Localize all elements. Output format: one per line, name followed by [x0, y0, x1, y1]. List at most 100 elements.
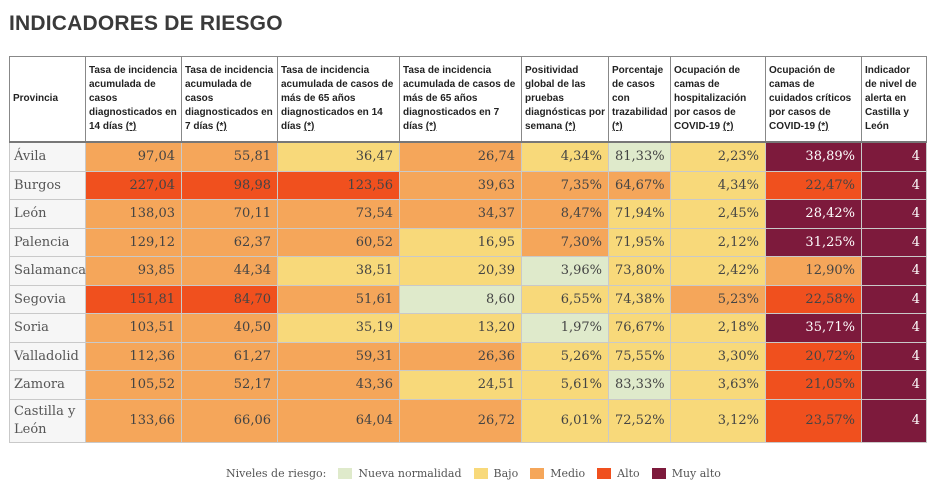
footnote-link[interactable]: (*)	[612, 121, 623, 132]
indicator-cell: 2,45%	[670, 199, 766, 229]
indicator-cell: 34,37	[399, 199, 522, 229]
indicator-cell: 55,81	[181, 141, 278, 172]
indicator-cell: 60,52	[277, 227, 400, 257]
indicator-cell: 20,72%	[765, 341, 862, 371]
indicator-cell: 66,06	[181, 398, 278, 443]
indicator-cell: 7,30%	[521, 227, 609, 257]
indicator-cell: 70,11	[181, 199, 278, 229]
risk-indicators-table: Provincia Tasa de incidencia acumulada de…	[9, 56, 927, 443]
column-header-4: Tasa de incidencia acumulada de casos de…	[399, 56, 522, 143]
indicator-cell: 26,74	[399, 141, 522, 172]
indicator-cell: 151,81	[85, 284, 182, 314]
province-name: Castilla y León	[9, 398, 86, 443]
legend-swatch	[597, 468, 612, 479]
indicator-cell: 97,04	[85, 141, 182, 172]
indicator-cell: 3,96%	[521, 256, 609, 286]
indicator-cell: 72,52%	[608, 398, 671, 443]
column-header-8: Ocupación de camas de cuidados críticos …	[765, 56, 862, 143]
indicator-cell: 93,85	[85, 256, 182, 286]
indicator-cell: 3,63%	[670, 370, 766, 400]
column-header-9: Indicador de nivel de alerta en Castilla…	[861, 56, 927, 143]
footnote-link[interactable]: (*)	[722, 121, 734, 132]
indicator-cell: 2,42%	[670, 256, 766, 286]
risk-legend: Niveles de riesgo: Nueva normalidad Bajo M…	[226, 467, 721, 480]
province-name: Burgos	[9, 170, 86, 200]
indicator-cell: 105,52	[85, 370, 182, 400]
legend-label: Niveles de riesgo:	[226, 467, 327, 480]
column-header-label: Indicador de nivel de alerta en Castilla…	[865, 65, 917, 132]
indicator-cell: 6,55%	[521, 284, 609, 314]
indicator-cell: 5,23%	[670, 284, 766, 314]
indicator-cell: 73,54	[277, 199, 400, 229]
column-header-2: Tasa de incidencia acumulada de casos di…	[181, 56, 278, 143]
indicator-cell: 12,90%	[765, 256, 862, 286]
legend-swatch	[530, 468, 545, 479]
footnote-link[interactable]: (*)	[425, 121, 437, 132]
table-row: Soria 103,51 40,50 35,19 13,20 1,97% 76,67% 2,1…	[9, 313, 927, 343]
footnote-link[interactable]: (*)	[216, 121, 227, 132]
indicator-cell: 64,67%	[608, 170, 671, 200]
indicator-cell: 133,66	[85, 398, 182, 443]
indicator-cell: 21,05%	[765, 370, 862, 400]
footnote-link[interactable]: (*)	[565, 121, 576, 132]
indicator-cell: 3,30%	[670, 341, 766, 371]
indicator-cell: 81,33%	[608, 141, 671, 172]
column-header-label: Tasa de incidencia acumulada de casos di…	[89, 65, 178, 132]
legend-item-label: Nueva normalidad	[358, 467, 462, 480]
indicator-cell: 44,34	[181, 256, 278, 286]
indicator-cell: 26,36	[399, 341, 522, 371]
indicator-cell: 20,39	[399, 256, 522, 286]
indicator-cell: 38,51	[277, 256, 400, 286]
indicator-cell: 24,51	[399, 370, 522, 400]
footnote-link[interactable]: (*)	[303, 121, 315, 132]
column-header-label: Tasa de incidencia acumulada de casos di…	[185, 65, 274, 132]
province-name: Palencia	[9, 227, 86, 257]
indicator-cell: 83,33%	[608, 370, 671, 400]
province-name: Zamora	[9, 370, 86, 400]
indicator-cell: 51,61	[277, 284, 400, 314]
legend-swatch	[651, 468, 666, 479]
table-row: León 138,03 70,11 73,54 34,37 8,47% 71,94% 2,45…	[9, 199, 927, 229]
indicator-cell: 35,71%	[765, 313, 862, 343]
indicator-cell: 4	[861, 227, 927, 257]
indicator-cell: 76,67%	[608, 313, 671, 343]
province-name: Ávila	[9, 141, 86, 172]
table-row: Burgos 227,04 98,98 123,56 39,63 7,35% 64,67% 4…	[9, 170, 927, 200]
indicator-cell: 4	[861, 313, 927, 343]
table-row: Zamora 105,52 52,17 43,36 24,51 5,61% 83,33% 3,…	[9, 370, 927, 400]
legend-item-nn: Nueva normalidad	[338, 467, 462, 480]
indicator-cell: 40,50	[181, 313, 278, 343]
column-header-7: Ocupación de camas de hospitalización po…	[670, 56, 766, 143]
indicator-cell: 75,55%	[608, 341, 671, 371]
indicator-cell: 26,72	[399, 398, 522, 443]
indicator-cell: 4	[861, 341, 927, 371]
footnote-link[interactable]: (*)	[125, 121, 137, 132]
footnote-link[interactable]: (*)	[817, 121, 829, 132]
indicator-cell: 5,26%	[521, 341, 609, 371]
indicator-cell: 138,03	[85, 199, 182, 229]
province-name: Salamanca	[9, 256, 86, 286]
indicator-cell: 4,34%	[521, 141, 609, 172]
legend-swatch	[338, 468, 353, 479]
indicator-cell: 3,12%	[670, 398, 766, 443]
table-row: Segovia 151,81 84,70 51,61 8,60 6,55% 74,38% 5,…	[9, 284, 927, 314]
indicator-cell: 103,51	[85, 313, 182, 343]
legend-item-b: Bajo	[473, 467, 518, 480]
indicator-cell: 22,47%	[765, 170, 862, 200]
header-row: Provincia Tasa de incidencia acumulada de…	[9, 56, 927, 143]
legend-item-label: Medio	[550, 467, 586, 480]
indicator-cell: 36,47	[277, 141, 400, 172]
indicator-cell: 35,19	[277, 313, 400, 343]
legend-item-m: Medio	[530, 467, 585, 480]
indicator-cell: 98,98	[181, 170, 278, 200]
column-header-3: Tasa de incidencia acumulada de casos de…	[277, 56, 400, 143]
page-title: INDICADORES DE RIESGO	[9, 12, 283, 35]
indicator-cell: 1,97%	[521, 313, 609, 343]
indicator-cell: 62,37	[181, 227, 278, 257]
indicator-cell: 4	[861, 199, 927, 229]
indicator-cell: 2,12%	[670, 227, 766, 257]
indicator-cell: 5,61%	[521, 370, 609, 400]
indicator-cell: 4,34%	[670, 170, 766, 200]
table-row: Palencia 129,12 62,37 60,52 16,95 7,30% 71,95%…	[9, 227, 927, 257]
table-row: Castilla y León 133,66 66,06 64,04 26,72 6,01…	[9, 398, 927, 443]
